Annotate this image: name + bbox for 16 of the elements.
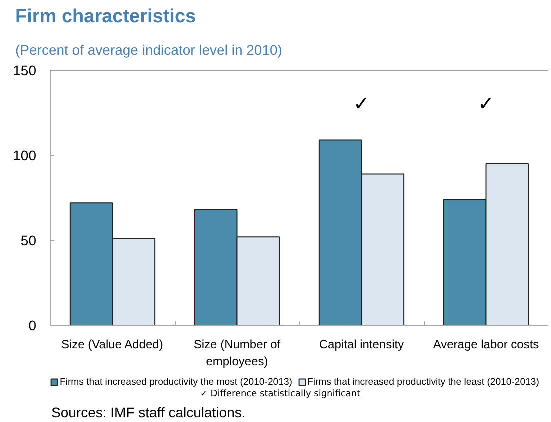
y-tick-label: 150 [13, 62, 37, 78]
y-tick-label: 0 [28, 318, 37, 334]
annotation: ✓ [478, 92, 495, 116]
x-tick-label: Size (Value Added) [62, 338, 164, 352]
x-tick-label: Average labor costs [433, 338, 540, 352]
legend-label: Firms that increased productivity the least (2010-2013) [308, 376, 540, 388]
chart-subtitle: (Percent of average indicator level in 2010) [16, 42, 282, 58]
chart-title: Firm characteristics [16, 6, 196, 28]
source-note: Sources: IMF staff calculations. [52, 404, 246, 420]
annotation: ✓ [353, 92, 370, 116]
x-tick-label: Capital intensity [319, 338, 404, 352]
text: ✓ Difference statistically significant [200, 390, 362, 400]
x-tick-label: Size (Number of employees) [194, 338, 282, 368]
legend-label: Firms that increased productivity the most (2010-2013) [60, 376, 292, 388]
y-tick-label: 100 [13, 148, 37, 164]
y-tick-label: 50 [20, 232, 37, 248]
